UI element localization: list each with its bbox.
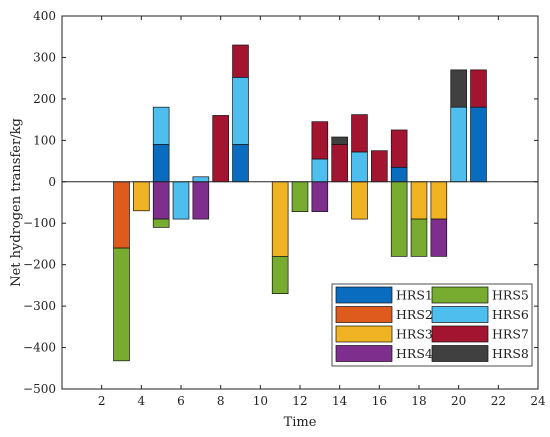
bar-hrs8-t20 [450, 69, 467, 108]
legend-label-hrs6: HRS6 [492, 307, 529, 322]
bar-hrs1-t9 [232, 144, 249, 183]
plot-frame [61, 15, 539, 390]
bar-hrs5-t3 [113, 247, 130, 362]
bar-hrs1-t5 [152, 144, 170, 183]
x-tick-label: 4 [138, 394, 146, 408]
bar-hrs3-t18 [410, 181, 428, 220]
y-tick-label: −500 [23, 382, 56, 396]
x-tick-label: 24 [530, 394, 546, 408]
x-tick-label: 12 [292, 394, 307, 408]
x-axis-label: Time [284, 415, 317, 430]
bar-hrs7-t21 [470, 69, 487, 108]
bar-hrs7-t15 [351, 114, 368, 153]
x-tick-label: 10 [253, 394, 268, 408]
bar-hrs7-t16 [371, 150, 388, 183]
x-tick-label: 6 [177, 394, 185, 408]
bar-hrs7-t13 [311, 121, 329, 160]
bar-hrs5-t12 [291, 181, 309, 212]
legend-swatch-hrs3 [335, 325, 393, 343]
legend-label-hrs3: HRS3 [396, 327, 433, 342]
bar-hrs7-t8 [212, 115, 229, 183]
legend-swatch-hrs4 [335, 345, 393, 362]
bar-hrs7-t17 [390, 129, 408, 168]
bar-hrs4-t7 [192, 181, 210, 220]
bar-hrs6-t15 [351, 151, 368, 183]
x-tick-label: 22 [491, 394, 506, 408]
bar-hrs7-t9 [232, 44, 249, 78]
legend-swatch-hrs5 [431, 286, 489, 304]
bar-hrs5-t18 [410, 218, 428, 257]
x-tick-label: 16 [372, 394, 387, 408]
legend-swatch-hrs2 [335, 306, 393, 323]
bar-hrs4-t5 [152, 181, 170, 220]
bar-hrs6-t20 [450, 106, 467, 183]
y-tick-label: −100 [23, 216, 56, 230]
x-tick-label: 8 [217, 394, 225, 408]
y-tick-label: 400 [33, 9, 56, 23]
x-tick-label: 2 [98, 394, 106, 408]
x-tick-label: 18 [411, 394, 426, 408]
y-tick-label: −300 [23, 299, 56, 313]
legend-swatch-hrs8 [431, 345, 489, 362]
bar-hrs5-t17 [390, 181, 408, 257]
ticks-layer: 2 4 6 8 10 12 14 16 18 20 22 24−500−400−300−200−100… [23, 9, 546, 408]
bar-hrs1-t17 [390, 166, 408, 183]
legend-swatch-hrs6 [431, 306, 489, 323]
bar-hrs6-t13 [311, 158, 329, 183]
legend-label-hrs7: HRS7 [492, 327, 529, 342]
y-tick-label: −200 [23, 258, 56, 272]
bars-layer [113, 44, 487, 362]
bar-hrs3-t4 [133, 181, 150, 212]
bar-hrs3-t15 [351, 181, 368, 220]
y-axis-label: Net hydrogen transfer/kg [9, 118, 24, 287]
bar-hrs3-t19 [430, 181, 448, 220]
bar-hrs8-t14 [331, 136, 348, 145]
y-tick-label: 200 [33, 92, 56, 106]
bar-hrs2-t3 [113, 181, 130, 249]
bar-hrs5-t11 [271, 256, 289, 295]
x-tick-label: 14 [332, 394, 348, 408]
legend-label-hrs1: HRS1 [396, 288, 433, 303]
bar-hrs6-t5 [152, 106, 170, 145]
legend-label-hrs5: HRS5 [492, 288, 529, 303]
bar-hrs7-t14 [331, 144, 348, 183]
bar-hrs5-t5 [152, 218, 170, 228]
y-tick-label: 0 [48, 175, 56, 189]
x-tick-label: 20 [451, 394, 466, 408]
legend-label-hrs2: HRS2 [396, 307, 433, 322]
bar-hrs6-t6 [172, 181, 190, 220]
y-tick-label: −400 [23, 341, 56, 355]
y-tick-label: 300 [33, 50, 56, 64]
bar-hrs3-t11 [271, 181, 289, 257]
legend-swatch-hrs7 [431, 325, 489, 343]
legend-label-hrs8: HRS8 [492, 346, 529, 361]
bar-hrs4-t13 [311, 181, 329, 212]
bar-hrs6-t9 [232, 76, 249, 145]
bar-hrs4-t19 [430, 218, 448, 257]
legend: HRS1 HRS2 HRS3 HRS4 HRS5 HRS6 HRS7 HRS8 [331, 283, 533, 367]
y-tick-label: 100 [33, 133, 56, 147]
legend-label-hrs4: HRS4 [396, 346, 433, 361]
bar-hrs1-t21 [470, 106, 487, 183]
bar-hrs6-t7 [192, 176, 210, 183]
legend-swatch-hrs1 [335, 286, 393, 304]
